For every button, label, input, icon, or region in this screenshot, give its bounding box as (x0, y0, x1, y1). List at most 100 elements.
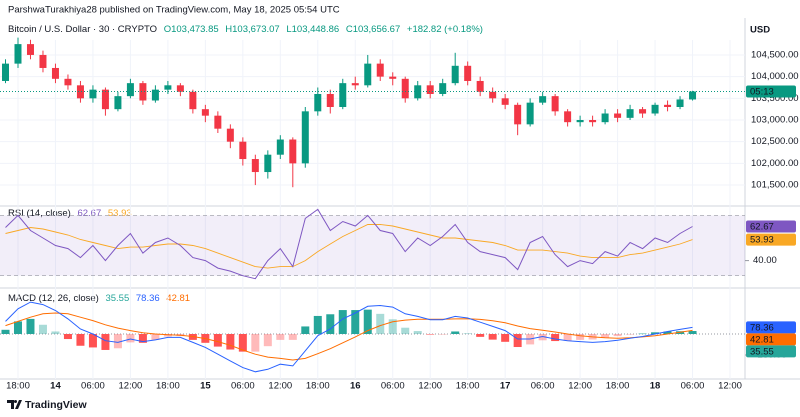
value-box (746, 233, 796, 246)
candle-body (314, 93, 322, 112)
hist-value: 35.55 (105, 293, 129, 304)
rsi-legend: RSI (14, close) 62.67 53.93 (8, 208, 132, 219)
x-tick-label: 18:00 (606, 381, 630, 392)
x-tick-label: 18:00 (6, 381, 30, 392)
histogram-bar (213, 334, 222, 347)
macd-line (5, 301, 693, 373)
macd-value: 78.36 (136, 293, 160, 304)
histogram-bar (476, 334, 485, 337)
histogram-bar (401, 327, 410, 334)
brand: TradingView (25, 399, 87, 411)
histogram-bar (276, 334, 285, 340)
high-label: H103,673.07 (225, 24, 279, 35)
candle-body (689, 91, 697, 100)
candle-body (226, 128, 234, 142)
y-tick-label: 102,000.00 (751, 158, 799, 169)
histogram-bar (1, 329, 10, 334)
histogram-bar (663, 331, 672, 334)
candle-body (439, 83, 447, 94)
x-tick-label: 06:00 (531, 381, 555, 392)
candle-body (426, 85, 434, 94)
histogram-bar (238, 334, 247, 352)
candle-body (389, 76, 397, 79)
histogram-bar (651, 332, 660, 334)
candle-body (64, 78, 72, 86)
candle-body (51, 67, 59, 79)
ma-line (5, 224, 693, 269)
candle-body (476, 80, 484, 92)
histogram-bar (538, 334, 547, 341)
value-box (746, 321, 796, 334)
histogram-bar (551, 334, 560, 342)
candle-body (1, 63, 9, 81)
histogram-bar (413, 331, 422, 334)
candle-body (39, 54, 47, 68)
candle-body (164, 85, 172, 90)
histogram-bar (563, 334, 572, 341)
value-box (746, 345, 796, 358)
x-tick-label: 06:00 (81, 381, 105, 392)
histogram-bar (51, 331, 60, 334)
candle-body (364, 63, 372, 86)
histogram-bar (376, 313, 385, 334)
y-tick-label: 103,500.00 (751, 93, 799, 104)
symbol: Bitcoin / U.S. Dollar · 30 · CRYPTO (8, 24, 157, 35)
candle-body (589, 120, 597, 123)
candle-body (401, 78, 409, 99)
histogram-bar (151, 334, 160, 340)
candle-body (601, 113, 609, 123)
candle-body (551, 96, 559, 112)
publisher: ParshwaTurakhiya28 published on TradingV… (8, 5, 340, 16)
y-tick-label: 104,500.00 (751, 49, 799, 60)
candle-body (326, 93, 334, 107)
logo (7, 400, 22, 409)
candle-body (651, 104, 659, 114)
x-tick-label: 18:00 (156, 381, 180, 392)
signal-value: 42.81 (166, 293, 190, 304)
histogram-bar (38, 324, 47, 334)
histogram-bar (638, 333, 647, 335)
candle-body (151, 89, 159, 101)
candle-body (376, 63, 384, 77)
x-tick-label: 17 (500, 381, 511, 392)
candle-body (264, 154, 272, 173)
histogram-bar (126, 334, 135, 343)
candle-body (301, 111, 309, 164)
candle-body (251, 159, 259, 173)
candle-body (351, 83, 359, 86)
histogram-bar (301, 326, 310, 334)
histogram-bar (688, 331, 697, 334)
histogram-bar (326, 314, 335, 334)
candle-body (451, 65, 459, 84)
x-tick-label: 14 (50, 381, 61, 392)
value-box (746, 220, 796, 233)
y-tick-label: 101,500.00 (751, 180, 799, 191)
candle-body (239, 141, 247, 160)
histogram-bar (388, 319, 397, 334)
candle-body (626, 109, 634, 118)
histogram-bar (613, 334, 622, 337)
x-tick-label: 12:00 (568, 381, 592, 392)
histogram-bar (113, 334, 122, 349)
candle-body (101, 89, 109, 110)
histogram-bar (601, 334, 610, 338)
candle-body (514, 104, 522, 125)
signal-line (5, 312, 693, 361)
candle-body (614, 113, 622, 118)
candle-body (139, 83, 147, 101)
grid-layer (0, 40, 745, 379)
x-tick-label: 06:00 (231, 381, 255, 392)
histogram-bar (101, 334, 110, 350)
histogram-bar (501, 334, 510, 342)
candle-body (339, 83, 347, 107)
histogram-bar (426, 334, 435, 335)
candle-body (539, 96, 547, 103)
countdown-box (746, 85, 796, 98)
candle-body (26, 44, 34, 55)
x-tick-label: 12:00 (268, 381, 292, 392)
histogram-bar (451, 331, 460, 334)
candle-body (489, 91, 497, 99)
histogram-bar (226, 334, 235, 350)
candle-body (289, 139, 297, 164)
value-box-label: 42.81 (750, 334, 774, 345)
